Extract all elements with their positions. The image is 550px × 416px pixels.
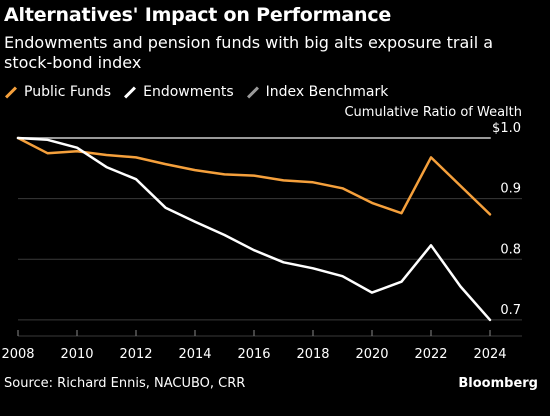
brand-logo: Bloomberg xyxy=(458,376,538,391)
y-axis-label: Cumulative Ratio of Wealth xyxy=(344,105,522,120)
chart-subtitle: Endowments and pension funds with big al… xyxy=(4,33,494,72)
y-tick-label: 0.7 xyxy=(500,303,521,318)
x-tick-label: 2012 xyxy=(119,347,152,362)
series-line-public-funds xyxy=(16,136,492,216)
legend-label-endowments: Endowments xyxy=(143,84,234,100)
x-axis-ticks: 2008 2010 2012 2014 2016 2018 2020 2022 2024 xyxy=(1,347,506,362)
legend-label-index-benchmark: Index Benchmark xyxy=(265,84,389,100)
x-tick-label: 2016 xyxy=(237,347,270,362)
series-line-endowments xyxy=(16,136,492,322)
legend-item-endowments: Endowments xyxy=(123,84,234,100)
x-tick-label: 2022 xyxy=(414,347,447,362)
x-tick-label: 2010 xyxy=(60,347,93,362)
x-tick-label: 2018 xyxy=(296,347,329,362)
chart-title: Alternatives' Impact on Performance xyxy=(4,4,392,26)
legend-item-public-funds: Public Funds xyxy=(4,84,111,100)
legend-item-index-benchmark: Index Benchmark xyxy=(246,84,389,100)
x-tick-label: 2024 xyxy=(473,347,506,362)
y-tick-label: $1.0 xyxy=(492,121,521,136)
series-layer xyxy=(16,136,492,322)
x-tick-label: 2020 xyxy=(355,347,388,362)
legend-label-public-funds: Public Funds xyxy=(24,84,112,100)
y-tick-label: 0.9 xyxy=(500,182,521,197)
legend: Public Funds Endowments Index Benchmark xyxy=(4,84,400,100)
y-tick-label: 0.8 xyxy=(500,242,521,257)
source-note: Source: Richard Ennis, NACUBO, CRR xyxy=(4,376,246,391)
x-tick-label: 2014 xyxy=(178,347,211,362)
grid-layer xyxy=(17,198,522,337)
x-tick-label: 2008 xyxy=(1,347,34,362)
y-axis-ticks: $1.0 0.9 0.8 0.7 xyxy=(492,121,521,318)
